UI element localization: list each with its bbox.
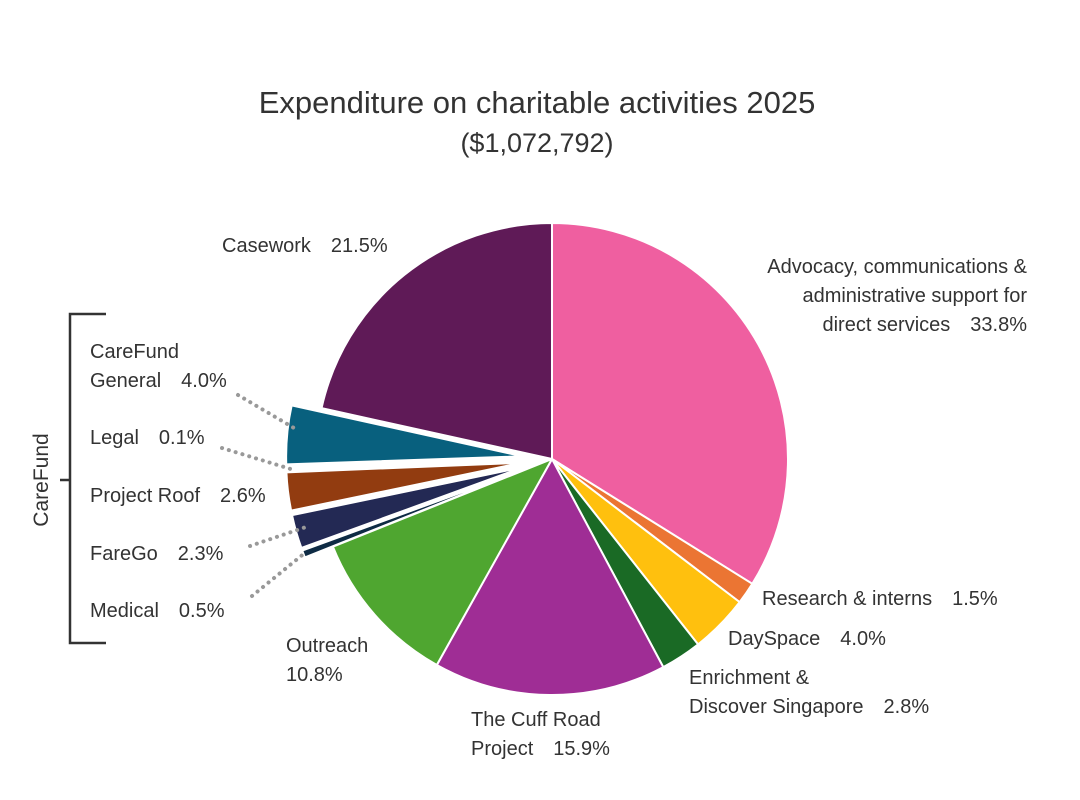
slice-label-casework: Casework 21.5% xyxy=(222,235,388,257)
slice-label-legal: Legal 0.1% xyxy=(90,427,205,449)
chart-subtitle: ($1,072,792) xyxy=(460,128,613,158)
leader-lines xyxy=(220,393,308,598)
leader-line-carefundgeneral xyxy=(236,393,296,430)
slice-labels: Advocacy, communications & administrative… xyxy=(90,235,1028,760)
pie-slice-carefundgeneral xyxy=(285,404,524,466)
pie-slice-advocacy xyxy=(551,222,789,585)
pie-slices xyxy=(285,222,789,696)
slice-label-enrichment: Enrichment & Discover Singapore 2.8% xyxy=(689,667,929,718)
carefund-group-label: CareFund xyxy=(30,433,53,526)
slice-label-carefundgeneral: CareFund General 4.0% xyxy=(90,341,227,392)
leader-line-medical xyxy=(250,550,308,598)
pie-slice-cuffroad xyxy=(435,458,665,696)
carefund-bracket: CareFund xyxy=(30,312,106,645)
pie-slice-projectroof xyxy=(285,461,524,512)
slice-label-advocacy: Advocacy, communications & administrative… xyxy=(767,256,1027,336)
leader-line-legal xyxy=(220,446,296,472)
pie-slice-outreach xyxy=(331,458,553,666)
chart-title: Expenditure on charitable activities 202… xyxy=(259,85,816,120)
pie-slice-legal xyxy=(285,459,524,471)
leader-line-farego xyxy=(248,525,308,548)
slice-label-dayspace: DaySpace 4.0% xyxy=(728,628,886,650)
slice-label-research: Research & interns 1.5% xyxy=(762,588,998,610)
slice-label-projectroof: Project Roof 2.6% xyxy=(90,485,266,507)
pie-slice-medical xyxy=(301,468,525,559)
slice-label-farego: FareGo 2.3% xyxy=(90,543,224,565)
slice-label-outreach: Outreach 10.8% xyxy=(286,635,368,686)
slice-label-cuffroad: The Cuff Road Project 15.9% xyxy=(471,709,610,760)
pie-slice-casework xyxy=(320,222,553,460)
slice-label-medical: Medical 0.5% xyxy=(90,600,225,622)
